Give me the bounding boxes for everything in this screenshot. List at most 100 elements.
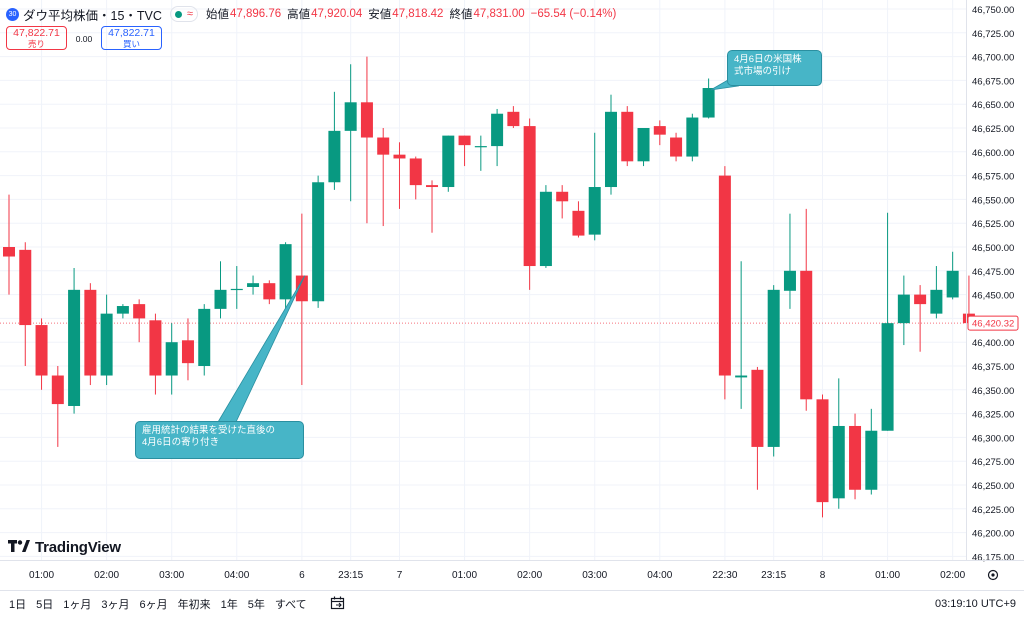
price-tick-label: 46,175.00 [972, 552, 1014, 563]
range-all[interactable]: すべて [274, 599, 307, 611]
buy-button[interactable]: 47,822.71 買い [101, 26, 162, 50]
time-tick-label: 04:00 [647, 570, 672, 581]
sell-button[interactable]: 47,822.71 売り [6, 26, 67, 50]
chart-settings-gear-icon[interactable] [987, 569, 999, 581]
time-tick-label: 8 [820, 570, 826, 581]
candle-body [263, 283, 276, 300]
price-tick-label: 46,375.00 [972, 362, 1014, 373]
candle-body [100, 313, 113, 376]
range-6m[interactable]: 6ヶ月 [139, 599, 168, 611]
price-tick-label: 46,400.00 [972, 338, 1014, 349]
chart-header: 30 ダウ平均株価・15・TVC ≈ 始値 47,896.76 高値 47,92… [6, 6, 622, 23]
candle-body [426, 185, 439, 188]
low-value: 47,818.42 [392, 8, 444, 20]
low-label: 安値 [368, 9, 392, 21]
candle-body [767, 289, 780, 447]
market-open-dot-icon [174, 10, 182, 18]
annotation-open[interactable]: 雇用統計の結果を受けた直後の 4月6日の寄り付き [135, 421, 304, 459]
time-tick-label: 03:00 [159, 570, 184, 581]
candle-body [68, 289, 81, 406]
open-label: 始値 [205, 9, 229, 21]
time-tick-label: 01:00 [29, 570, 54, 581]
bid-ask-panel: 47,822.71 売り 0.00 47,822.71 買い [6, 26, 162, 52]
candle-body [214, 289, 227, 309]
price-tick-label: 46,500.00 [972, 243, 1014, 254]
utc-clock[interactable]: 03:19:10 UTC+9 [934, 598, 1016, 610]
candle-body [84, 289, 97, 376]
tradingview-logo[interactable]: TradingView [8, 538, 121, 556]
candle-body [914, 294, 927, 305]
time-tick-label: 02:00 [517, 570, 542, 581]
buy-price: 47,822.71 [108, 27, 155, 39]
price-tick-label: 46,600.00 [972, 148, 1014, 159]
price-tick-label: 46,525.00 [972, 219, 1014, 230]
price-tick-label: 46,475.00 [972, 267, 1014, 278]
candle-body [523, 126, 536, 267]
time-tick-label: 23:15 [761, 570, 786, 581]
symbol-title[interactable]: ダウ平均株価・15・TVC [23, 8, 162, 23]
candle-body [19, 249, 32, 326]
sell-price: 47,822.71 [13, 27, 60, 39]
time-tick-label: 03:00 [582, 570, 607, 581]
candle-body [3, 247, 15, 257]
candle-body [295, 275, 308, 302]
candle-body [51, 375, 64, 405]
candle-body [279, 244, 292, 300]
market-status[interactable]: ≈ [169, 6, 198, 22]
close-label: 終値 [449, 9, 473, 21]
candle-body [556, 191, 569, 202]
range-selector: 1日 5日 1ヶ月 3ヶ月 6ヶ月 年初来 1年 5年 すべて [4, 596, 312, 612]
candle-body [539, 191, 552, 267]
last-price-label: 46,420.32 [972, 319, 1014, 330]
candle-bodies [3, 88, 975, 503]
candle-body [409, 158, 422, 186]
tradingview-logo-icon [8, 539, 30, 555]
range-5d[interactable]: 5日 [36, 599, 54, 611]
range-5y[interactable]: 5年 [247, 599, 265, 611]
bottom-toolbar: 1日 5日 1ヶ月 3ヶ月 6ヶ月 年初来 1年 5年 すべて 03:19:10… [0, 590, 1024, 617]
range-3m[interactable]: 3ヶ月 [101, 599, 130, 611]
candle-body [247, 283, 260, 287]
candle-body [832, 425, 845, 499]
price-axis[interactable]: 46,175.00 46,200.00 46,225.00 46,250.00 46,2… [966, 0, 1019, 563]
gear-ring [987, 569, 999, 581]
range-1y[interactable]: 1年 [220, 599, 238, 611]
range-1m[interactable]: 1ヶ月 [63, 599, 92, 611]
candle-body [751, 369, 764, 447]
close-value: 47,831.00 [473, 8, 525, 20]
candle-body [377, 137, 390, 155]
candle-body [849, 425, 862, 490]
candle-body [165, 342, 178, 376]
annotation-close[interactable]: 4月6日の米国株 式市場の引け [727, 50, 822, 86]
time-axis[interactable]: 01:00 02:00 03:00 04:00 6 23:15 7 01:00 02:00 03:… [0, 560, 1024, 582]
time-tick-label: 22:30 [712, 570, 737, 581]
time-tick-label: 01:00 [452, 570, 477, 581]
price-tick-label: 46,750.00 [972, 5, 1014, 16]
calendar-goto-icon[interactable] [330, 596, 346, 613]
candle-body [442, 135, 455, 188]
candle-body [783, 270, 796, 291]
time-tick-label: 23:15 [338, 570, 363, 581]
candle-body [946, 270, 959, 298]
price-tick-label: 46,350.00 [972, 386, 1014, 397]
callout-pointer-open [217, 275, 306, 423]
price-tick-label: 46,450.00 [972, 291, 1014, 302]
candle-body [360, 102, 373, 138]
open-value: 47,896.76 [229, 8, 282, 20]
price-tick-label: 46,275.00 [972, 457, 1014, 468]
candle-body [702, 88, 715, 118]
price-tick-label: 46,675.00 [972, 76, 1014, 87]
price-tick-label: 46,300.00 [972, 433, 1014, 444]
price-tick-label: 46,325.00 [972, 410, 1014, 421]
candle-body [865, 430, 878, 490]
range-ytd[interactable]: 年初来 [177, 599, 211, 611]
range-1d[interactable]: 1日 [9, 599, 27, 611]
candle-body [653, 126, 666, 135]
candle-body [474, 146, 487, 148]
candle-body [458, 135, 471, 146]
time-tick-label: 6 [299, 570, 305, 581]
candle-body [344, 102, 357, 131]
candle-body [800, 270, 813, 400]
